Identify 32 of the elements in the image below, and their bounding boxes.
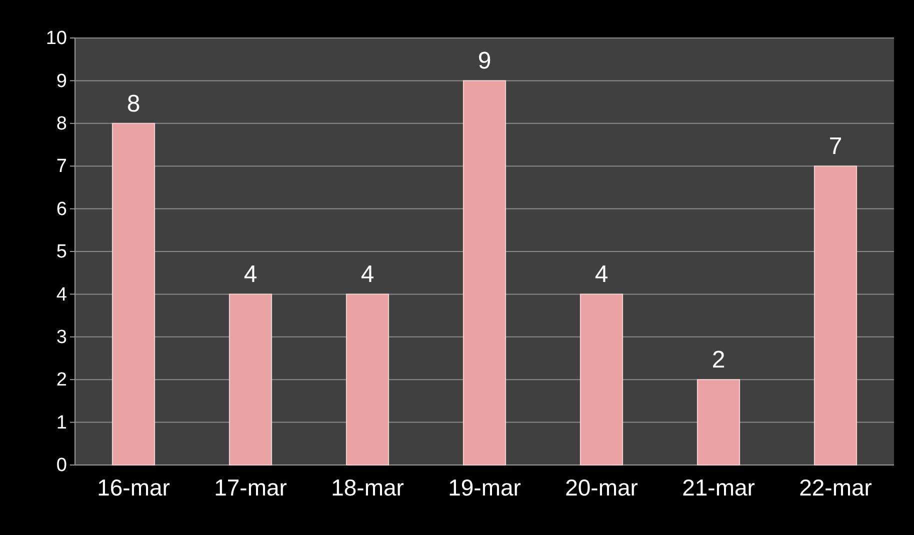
- y-tick-label: 9: [56, 70, 67, 92]
- data-label: 4: [244, 261, 258, 288]
- x-tick-label: 21-mar: [682, 474, 756, 500]
- y-tick-label: 8: [56, 113, 67, 134]
- y-tick-label: 0: [56, 455, 67, 476]
- y-tick-label: 2: [56, 370, 67, 391]
- y-tick-label: 4: [56, 284, 68, 306]
- x-tick-label: 17-mar: [214, 474, 288, 500]
- y-tick-label: 6: [56, 198, 67, 220]
- y-tick-label: 7: [56, 156, 67, 178]
- y-tick-label: 5: [56, 242, 67, 263]
- bar: [228, 294, 272, 466]
- bar: [346, 294, 390, 466]
- y-tick-label: 3: [56, 326, 67, 348]
- bar: [462, 80, 506, 466]
- x-tick-label: 16-mar: [97, 474, 170, 500]
- bar: [696, 379, 740, 466]
- data-label: 4: [594, 261, 608, 288]
- bar: [814, 166, 858, 466]
- y-tick-label: 1: [56, 412, 67, 434]
- x-tick-label: 19-mar: [448, 474, 522, 500]
- y-tick-label: 10: [46, 28, 67, 50]
- data-label: 9: [478, 48, 492, 75]
- bar: [580, 294, 624, 466]
- x-tick-label: 18-mar: [331, 474, 404, 500]
- x-tick-label: 22-mar: [799, 474, 872, 500]
- data-label: 8: [126, 90, 140, 118]
- bar: [112, 122, 156, 466]
- x-tick-label: 20-mar: [565, 474, 638, 500]
- data-label: 7: [828, 133, 842, 160]
- data-label: 2: [712, 346, 726, 374]
- data-label: 4: [360, 261, 374, 288]
